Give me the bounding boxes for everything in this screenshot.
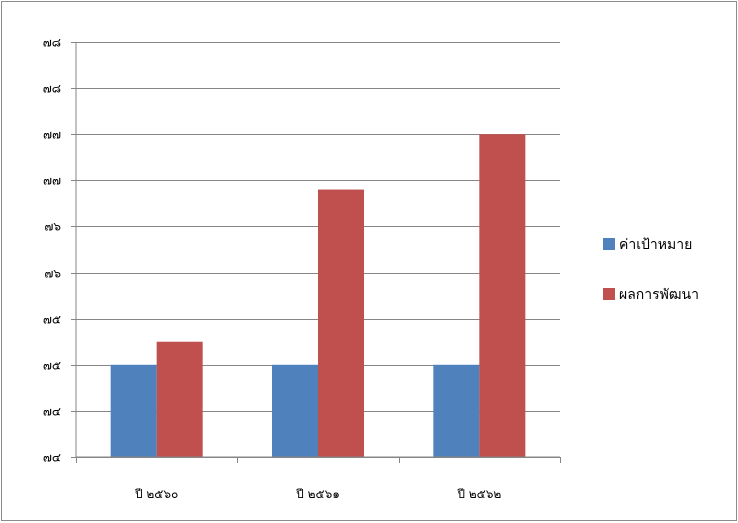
y-tick-label: ๗๔ — [43, 451, 61, 465]
axes — [71, 42, 561, 463]
y-tick-label: ๗๘ — [43, 36, 61, 50]
bars — [110, 134, 526, 458]
x-tick-label: ปี ๒๕๖๒ — [457, 487, 502, 501]
bar-result — [156, 341, 203, 457]
bar-target — [110, 364, 157, 457]
x-tick-labels: ปี ๒๕๖๐ ปี ๒๕๖๑ ปี ๒๕๖๒ — [134, 487, 501, 501]
x-tick-label: ปี ๒๕๖๑ — [296, 487, 340, 501]
legend-label: ค่าเป้าหมาย — [619, 237, 692, 253]
bar-target — [272, 364, 318, 457]
legend-label: ผลการพัฒนา — [619, 287, 699, 303]
bar-result — [318, 189, 364, 458]
legend-swatch — [603, 288, 615, 300]
y-tick-label: ๗๕ — [43, 359, 61, 373]
bar-result — [479, 134, 526, 457]
legend-swatch — [603, 238, 615, 250]
y-tick-label: ๗๕ — [43, 313, 61, 327]
y-tick-label: ๗๗ — [43, 128, 61, 142]
y-tick-label: ๗๖ — [44, 220, 61, 234]
y-tick-label: ๗๘ — [43, 82, 61, 96]
y-tick-label: ๗๖ — [44, 267, 61, 281]
y-tick-label: ๗๗ — [43, 174, 61, 188]
bar-target — [433, 364, 480, 457]
y-tick-label: ๗๔ — [43, 405, 61, 419]
x-tick-label: ปี ๒๕๖๐ — [134, 487, 178, 501]
